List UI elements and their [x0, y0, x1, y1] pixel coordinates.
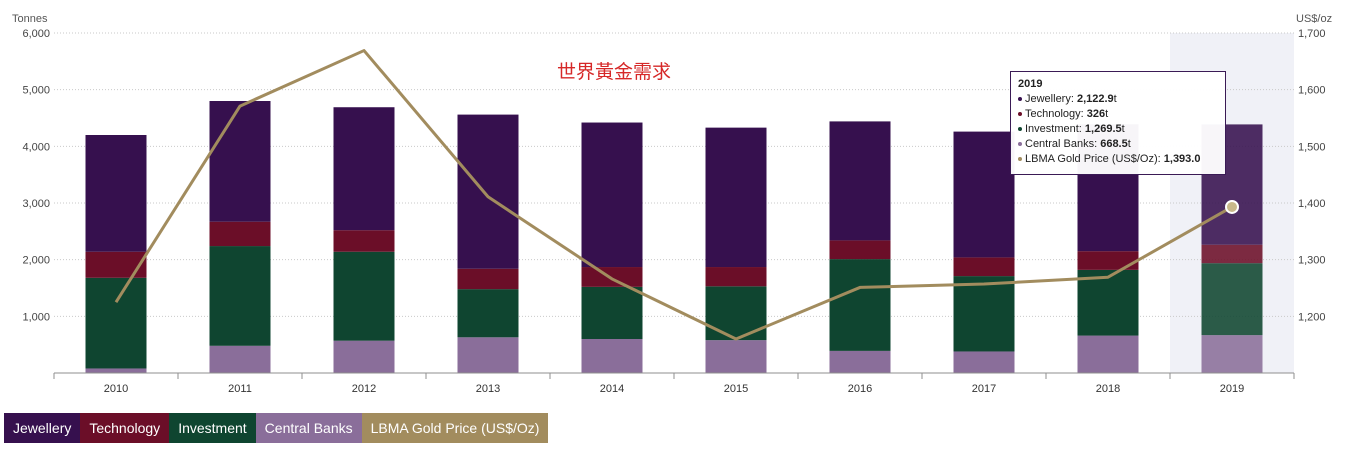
bar-segment-jewellery	[705, 127, 767, 268]
bar-segment-jewellery	[85, 135, 147, 252]
legend-item-investment[interactable]: Investment	[169, 413, 256, 443]
tooltip-label: Investment:	[1025, 123, 1085, 135]
tooltip-label: Central Banks:	[1025, 138, 1101, 150]
tooltip-value: 1,393.0	[1163, 153, 1201, 165]
tooltip-unit: t	[1113, 93, 1117, 105]
tooltip-value: 2,122.9	[1076, 93, 1114, 105]
bar-segment-technology	[829, 240, 891, 260]
bar-segment-investment	[457, 289, 519, 338]
y-tick-label-left: 5,000	[22, 85, 50, 97]
gold-price-line	[114, 49, 1233, 341]
bar-segment-jewellery	[953, 131, 1015, 258]
tooltip: 2019 Jewellery: 2,122.9t Technology: 326…	[1010, 71, 1226, 175]
bar-segment-jewellery	[333, 107, 395, 231]
bar-segment-jewellery	[581, 122, 643, 268]
tooltip-unit: t	[1105, 108, 1109, 120]
tooltip-label: LBMA Gold Price (US$/Oz):	[1025, 153, 1164, 165]
tooltip-value: 1,269.5	[1084, 123, 1122, 135]
bar-segment-investment	[705, 286, 767, 341]
bar-segment-technology	[1201, 244, 1263, 264]
legend-item-central-banks[interactable]: Central Banks	[255, 413, 362, 443]
tooltip-row: Central Banks: 668.5t	[1018, 137, 1218, 152]
x-tick-label: 2019	[1220, 383, 1244, 395]
bar-segment-jewellery	[829, 121, 891, 241]
y-tick-label-left: 4,000	[22, 141, 50, 153]
x-tick-label: 2015	[724, 383, 748, 395]
tooltip-label: Technology:	[1025, 108, 1087, 120]
bar-segment-central-banks	[705, 340, 767, 373]
tooltip-row: Technology: 326t	[1018, 107, 1218, 122]
x-tick-label: 2012	[352, 383, 376, 395]
tooltip-row: Jewellery: 2,122.9t	[1018, 92, 1218, 107]
y-tick-label-left: 6,000	[22, 28, 50, 40]
y-tick-label-left: 3,000	[22, 198, 50, 210]
bar-segment-central-banks	[1077, 335, 1139, 373]
x-tick-label: 2014	[600, 383, 624, 395]
bar-segment-technology	[85, 251, 147, 278]
bar-segment-investment	[1201, 263, 1263, 336]
chart-title: 世界黃金需求	[557, 61, 671, 83]
gold-demand-chart: 6,000 5,000 4,000 3,000 2,000 1,000 1,700 1,600…	[12, 13, 1332, 395]
bar-segment-investment	[1077, 269, 1139, 336]
x-tick-label: 2011	[228, 383, 252, 395]
bar-segment-investment	[209, 246, 271, 346]
y-tick-label-right: 1,200	[1298, 311, 1326, 323]
legend: Jewellery Technology Investment Central …	[4, 413, 549, 443]
bar-segment-investment	[581, 286, 643, 339]
bar-segment-technology	[457, 268, 519, 290]
tooltip-unit: t	[1127, 138, 1131, 150]
tooltip-row: LBMA Gold Price (US$/Oz): 1,393.0	[1018, 152, 1218, 167]
y-tick-label-left: 1,000	[22, 311, 50, 323]
bar-segment-technology	[953, 257, 1015, 277]
central-banks-dot-icon	[1018, 142, 1022, 147]
bar-segment-central-banks	[209, 345, 271, 373]
bar-segment-technology	[581, 267, 643, 287]
bar-segment-central-banks	[1201, 335, 1263, 373]
tooltip-value: 326	[1086, 108, 1106, 120]
investment-dot-icon	[1018, 127, 1022, 132]
bar-segment-central-banks	[85, 368, 147, 373]
bar-segment-jewellery	[209, 101, 271, 222]
x-tick-label: 2017	[972, 383, 996, 395]
y-tick-label-right: 1,300	[1298, 255, 1326, 267]
gold-price-dot-icon	[1018, 157, 1022, 162]
bar-segment-central-banks	[581, 339, 643, 373]
gold-price-point	[1225, 199, 1239, 214]
bar-segment-technology	[209, 221, 271, 247]
bar-segment-central-banks	[457, 337, 519, 373]
bar-segment-investment	[829, 259, 891, 351]
bar-segment-central-banks	[333, 340, 395, 373]
legend-item-jewellery[interactable]: Jewellery	[4, 413, 81, 443]
y-tick-label-right: 1,400	[1298, 198, 1326, 210]
tooltip-label: Jewellery:	[1025, 93, 1077, 105]
tooltip-row: Investment: 1,269.5t	[1018, 122, 1218, 137]
y-tick-label-right: 1,600	[1298, 85, 1326, 97]
tooltip-unit: t	[1121, 123, 1125, 135]
bar-segment-technology	[705, 267, 767, 287]
bar-segment-technology	[1077, 251, 1139, 270]
bar-segment-technology	[333, 230, 395, 252]
bar-segment-investment	[953, 276, 1015, 352]
bar-segment-investment	[333, 251, 395, 341]
x-tick-label: 2016	[848, 383, 872, 395]
y-tick-label-right: 1,500	[1298, 141, 1326, 153]
legend-item-gold-price[interactable]: LBMA Gold Price (US$/Oz)	[361, 413, 549, 443]
jewellery-dot-icon	[1018, 97, 1022, 102]
bar-segment-investment	[85, 277, 147, 369]
x-tick-label: 2018	[1096, 383, 1120, 395]
tooltip-value: 668.5	[1100, 138, 1128, 150]
technology-dot-icon	[1018, 112, 1022, 117]
y-tick-label-left: 2,000	[22, 255, 50, 267]
x-tick-label: 2013	[476, 383, 500, 395]
x-tick-label: 2010	[104, 383, 128, 395]
tooltip-title: 2019	[1018, 78, 1043, 90]
legend-item-technology[interactable]: Technology	[80, 413, 170, 443]
y-tick-label-right: 1,700	[1298, 28, 1326, 40]
y-axis-title-right: US$/oz	[1296, 13, 1332, 25]
bar-segment-central-banks	[953, 351, 1015, 373]
bar-segment-jewellery	[457, 114, 519, 269]
bar-segment-central-banks	[829, 350, 891, 373]
y-axis-title-left: Tonnes	[12, 13, 48, 25]
